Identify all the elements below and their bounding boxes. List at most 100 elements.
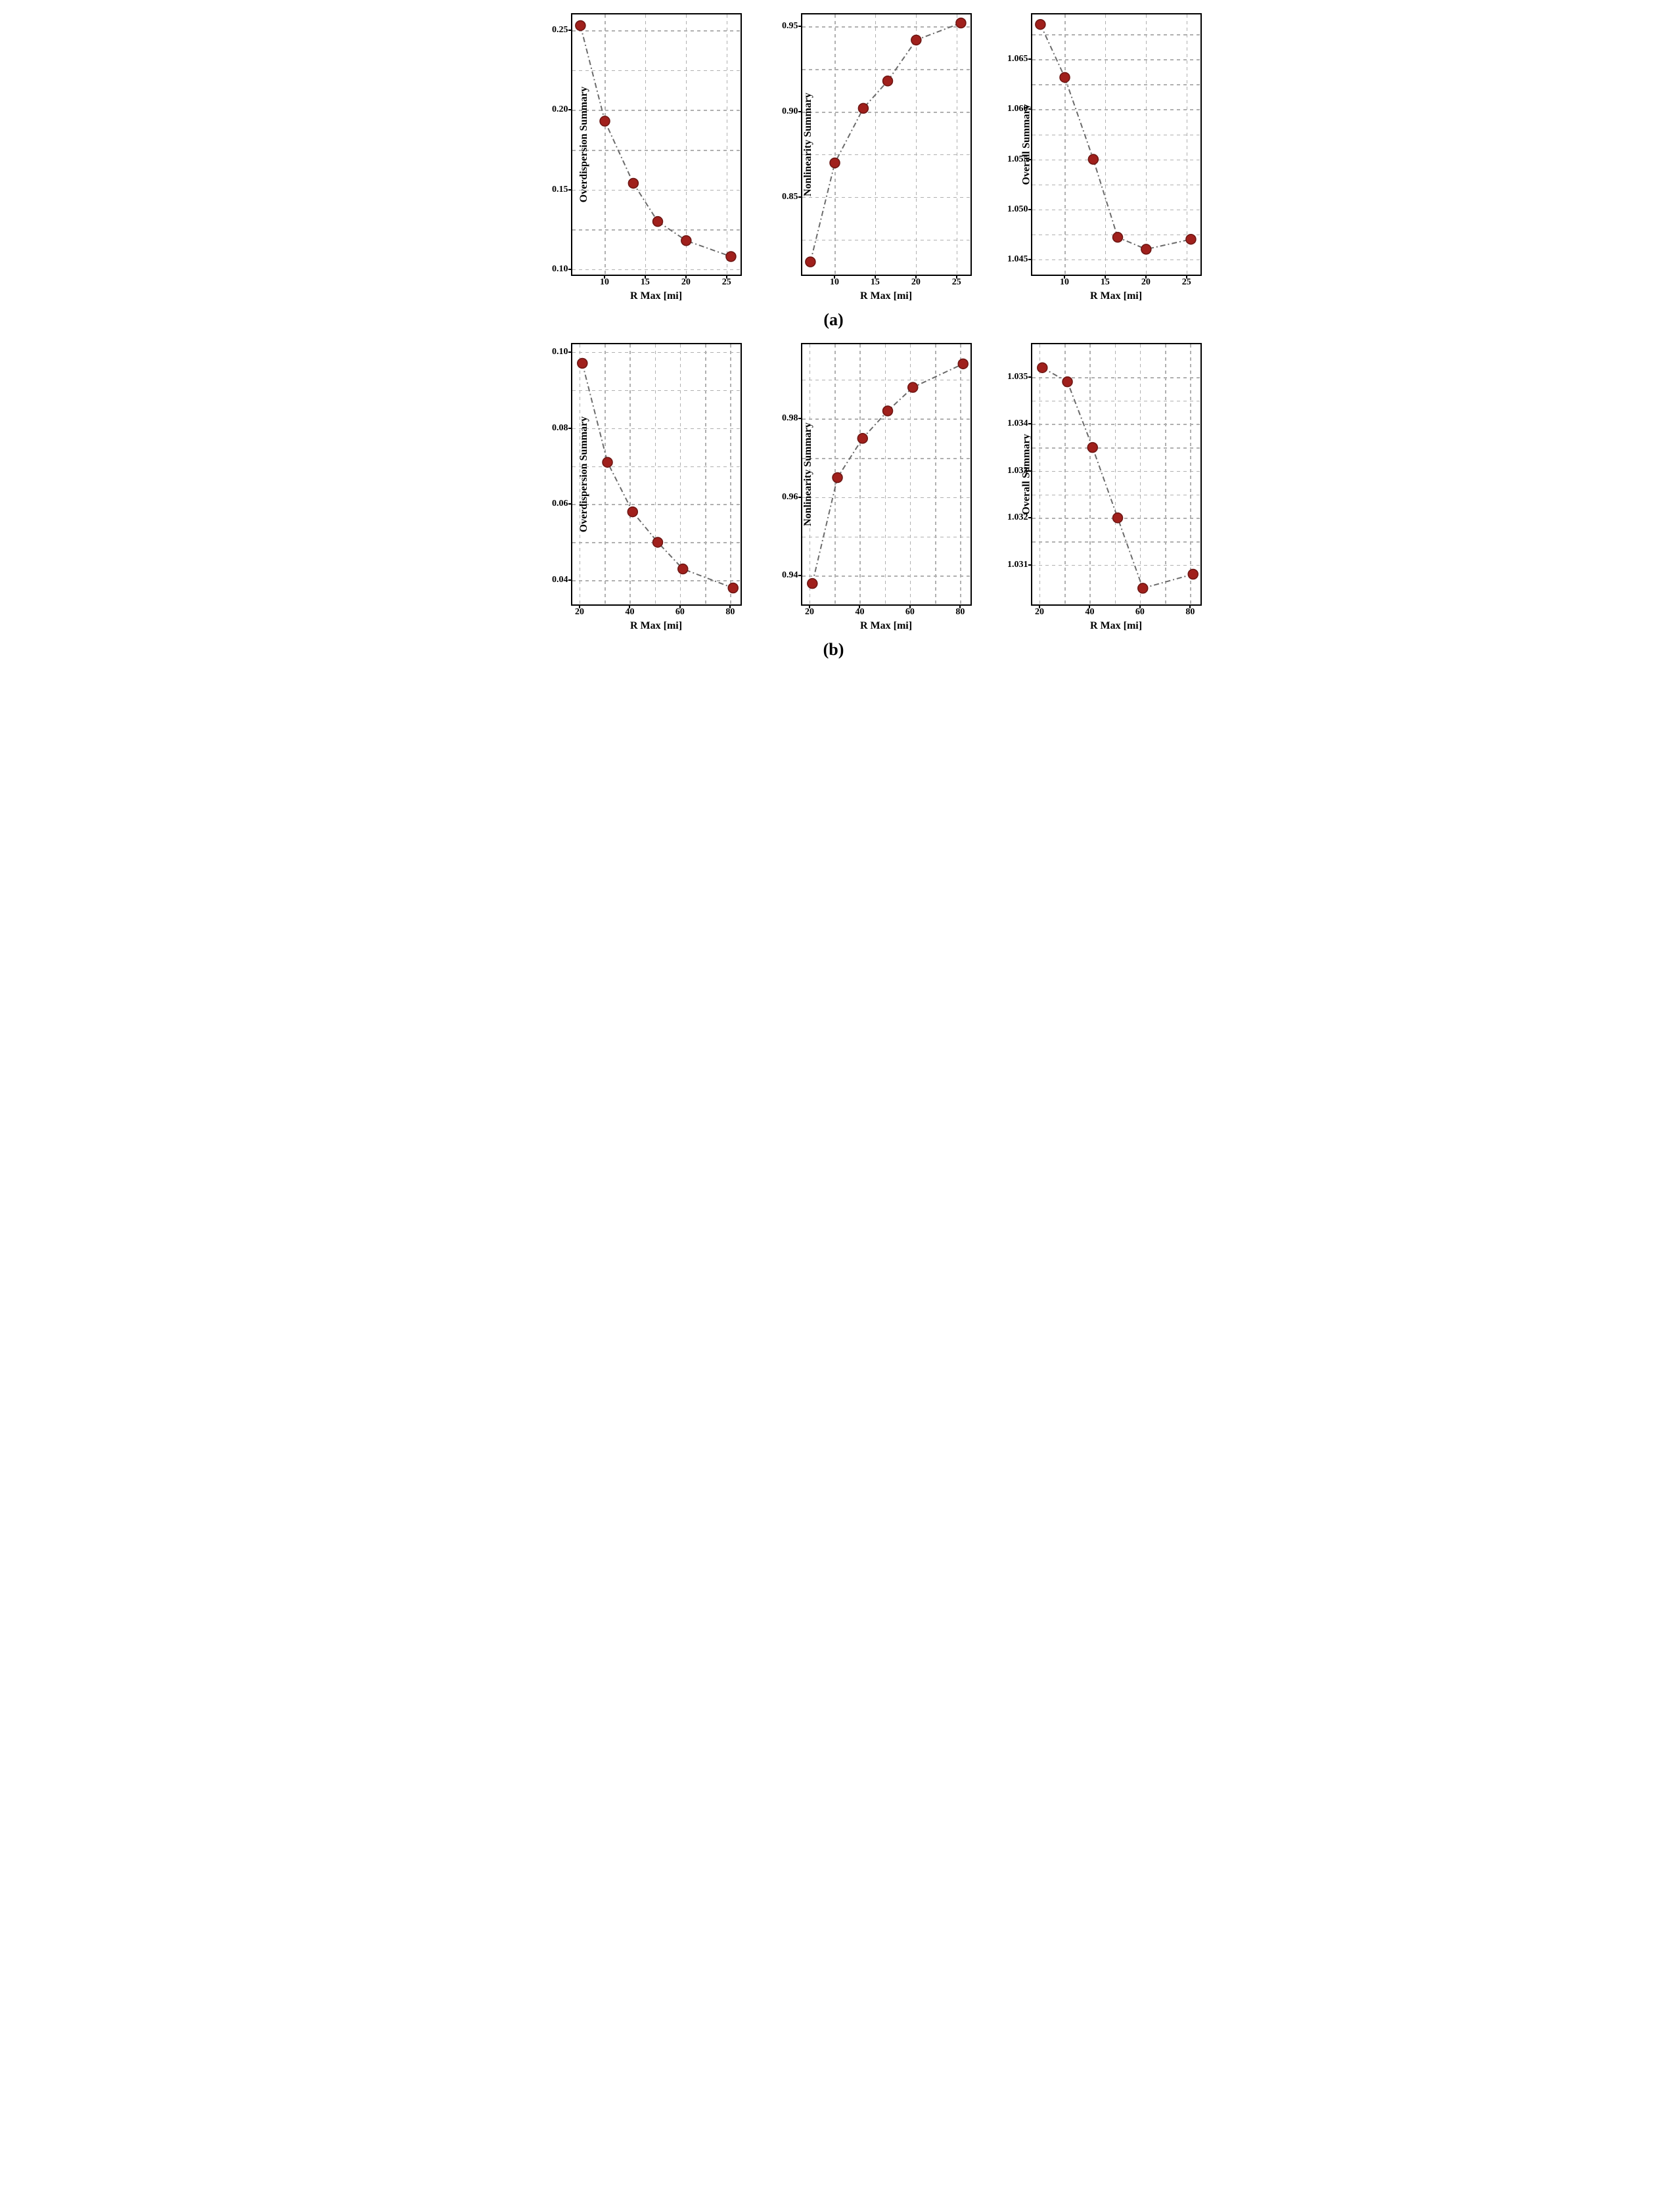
- plot-frame: 0.940.960.9820406080Nonlinearity Summary…: [801, 343, 972, 606]
- plot-frame: 0.850.900.9510152025Nonlinearity Summary…: [801, 13, 972, 276]
- data-point: [725, 252, 735, 261]
- x-tick-mark: [1089, 604, 1090, 608]
- x-tick-mark: [959, 604, 961, 608]
- data-point: [1112, 233, 1122, 242]
- data-point: [807, 579, 817, 589]
- x-axis-label: R Max [mi]: [1090, 290, 1142, 302]
- data-point: [1185, 235, 1195, 244]
- y-tick-mark: [568, 189, 572, 191]
- y-tick-mark: [798, 26, 802, 27]
- data-point: [628, 507, 637, 517]
- data-point: [575, 20, 585, 30]
- data-point: [1137, 583, 1147, 593]
- plot-frame: 0.100.150.200.2510152025Overdispersion S…: [571, 13, 742, 276]
- x-tick-mark: [729, 604, 731, 608]
- data-point: [857, 434, 867, 443]
- data-point: [911, 35, 921, 45]
- data-point: [677, 564, 687, 574]
- y-axis-label: Overdispersion Summary: [578, 417, 590, 532]
- series-line: [810, 23, 961, 262]
- data-point: [858, 103, 868, 113]
- y-tick-mark: [568, 351, 572, 353]
- series-svg: [572, 344, 741, 604]
- y-tick-mark: [568, 30, 572, 31]
- x-tick-mark: [909, 604, 911, 608]
- y-tick-mark: [568, 579, 572, 581]
- x-tick-mark: [645, 275, 646, 279]
- panel-b3: 1.0311.0321.0331.0341.03520406080Overall…: [978, 343, 1202, 606]
- panel-row: 0.100.150.200.2510152025Overdispersion S…: [518, 13, 1149, 276]
- x-tick-mark: [809, 604, 810, 608]
- x-tick-mark: [1139, 604, 1141, 608]
- x-tick-mark: [956, 275, 957, 279]
- plot-frame: 1.0311.0321.0331.0341.03520406080Overall…: [1031, 343, 1202, 606]
- x-axis-label: R Max [mi]: [860, 290, 912, 302]
- y-tick-mark: [1028, 58, 1032, 60]
- panel-a3: 1.0451.0501.0551.0601.06510152025Overall…: [978, 13, 1202, 276]
- panel-a2: 0.850.900.9510152025Nonlinearity Summary…: [748, 13, 972, 276]
- x-axis-label: R Max [mi]: [860, 620, 912, 632]
- plot-frame: 0.040.060.080.1020406080Overdispersion S…: [571, 343, 742, 606]
- plot-frame: 1.0451.0501.0551.0601.06510152025Overall…: [1031, 13, 1202, 276]
- x-tick-mark: [875, 275, 876, 279]
- x-tick-mark: [1064, 275, 1065, 279]
- data-point: [600, 116, 610, 126]
- x-axis-label: R Max [mi]: [1090, 620, 1142, 632]
- series-svg: [802, 14, 971, 275]
- panel-row: 0.040.060.080.1020406080Overdispersion S…: [518, 343, 1149, 606]
- figure-root: 0.100.150.200.2510152025Overdispersion S…: [518, 13, 1149, 660]
- data-point: [652, 537, 662, 547]
- x-tick-mark: [679, 604, 681, 608]
- data-point: [628, 178, 638, 188]
- y-tick-mark: [1028, 209, 1032, 210]
- x-tick-mark: [1039, 604, 1040, 608]
- y-axis-label: Nonlinearity Summary: [802, 93, 813, 196]
- data-point: [681, 236, 691, 246]
- y-tick-mark: [568, 503, 572, 505]
- x-tick-mark: [1186, 275, 1187, 279]
- series-svg: [1032, 14, 1200, 275]
- data-point: [833, 472, 842, 482]
- data-point: [1037, 363, 1047, 372]
- y-tick-mark: [798, 111, 802, 112]
- data-point: [958, 359, 968, 369]
- data-point: [907, 382, 917, 392]
- series-line: [1040, 24, 1191, 249]
- y-tick-mark: [798, 575, 802, 576]
- x-tick-mark: [726, 275, 727, 279]
- y-tick-mark: [1028, 259, 1032, 260]
- y-tick-mark: [1028, 423, 1032, 424]
- data-point: [955, 18, 965, 28]
- series-line: [582, 363, 733, 588]
- data-point: [577, 358, 587, 368]
- y-tick-mark: [1028, 376, 1032, 378]
- data-point: [1035, 20, 1045, 30]
- data-point: [728, 583, 738, 593]
- data-point: [882, 406, 892, 416]
- series-svg: [1032, 344, 1200, 604]
- data-point: [1141, 244, 1151, 254]
- y-tick-mark: [568, 428, 572, 429]
- x-tick-mark: [834, 275, 835, 279]
- x-axis-label: R Max [mi]: [630, 620, 682, 632]
- y-axis-label: Nonlinearity Summary: [802, 422, 813, 526]
- x-tick-mark: [1105, 275, 1106, 279]
- data-point: [882, 76, 892, 86]
- y-tick-mark: [1028, 517, 1032, 518]
- series-svg: [572, 14, 741, 275]
- y-tick-mark: [798, 418, 802, 419]
- y-axis-label: Overall Summary: [1020, 104, 1032, 185]
- data-point: [652, 217, 662, 227]
- panel-b1: 0.040.060.080.1020406080Overdispersion S…: [518, 343, 742, 606]
- series-svg: [802, 344, 971, 604]
- y-tick-mark: [1028, 564, 1032, 566]
- subplot-label: (a): [518, 310, 1149, 330]
- data-point: [1087, 443, 1097, 453]
- data-point: [1188, 570, 1198, 579]
- data-point: [830, 158, 840, 168]
- data-point: [1062, 377, 1072, 387]
- y-tick-mark: [798, 497, 802, 498]
- y-tick-mark: [568, 109, 572, 110]
- x-tick-mark: [915, 275, 917, 279]
- data-point: [1060, 72, 1070, 82]
